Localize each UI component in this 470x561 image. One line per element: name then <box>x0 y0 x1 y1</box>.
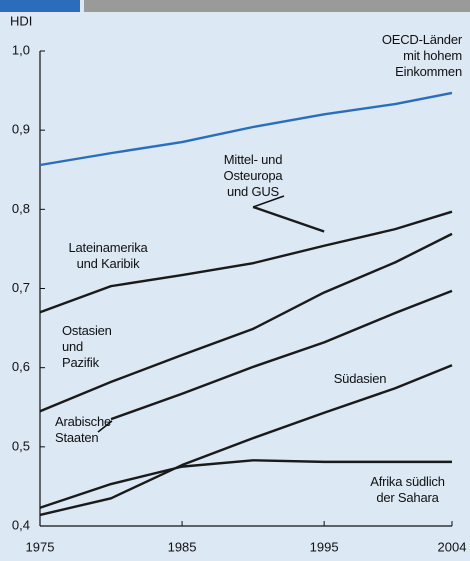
x-tick-label: 1995 <box>310 539 339 554</box>
leader-line <box>252 195 285 208</box>
x-tick-label: 2004 <box>438 539 467 554</box>
series-line <box>253 205 452 232</box>
y-tick-label: 0,4 <box>12 517 30 532</box>
series-line <box>39 210 453 314</box>
series-line <box>39 364 453 517</box>
series-label: Ostasien und Pazifik <box>62 323 112 370</box>
series-label: Lateinamerika und Karibik <box>68 240 148 271</box>
y-tick-label: 0,6 <box>12 359 30 374</box>
series-line <box>39 232 453 413</box>
y-tick-label: 0,9 <box>12 122 30 137</box>
series-line <box>39 459 452 509</box>
series-label: Südasien <box>333 371 387 386</box>
series-label: Afrika südlich der Sahara <box>370 474 445 505</box>
series-label: OECD-Länder mit hohem Einkommen <box>381 32 462 79</box>
series-line <box>110 289 453 421</box>
y-tick-label: 0,7 <box>12 280 30 295</box>
series-label: Arabische Staaten <box>55 414 112 445</box>
y-tick-label: 0,5 <box>12 438 30 453</box>
x-tick-label: 1975 <box>26 539 55 554</box>
header-bar-gray <box>84 0 470 12</box>
y-tick-label: 1,0 <box>12 42 30 57</box>
series-line <box>39 91 453 167</box>
leader-line <box>97 420 113 433</box>
y-axis-label: HDI <box>10 13 32 28</box>
y-tick-label: 0,8 <box>12 201 30 216</box>
header-bar-blue <box>0 0 80 12</box>
x-tick-label: 1985 <box>168 539 197 554</box>
series-label: Mittel- und Osteuropa und GUS <box>223 152 283 199</box>
